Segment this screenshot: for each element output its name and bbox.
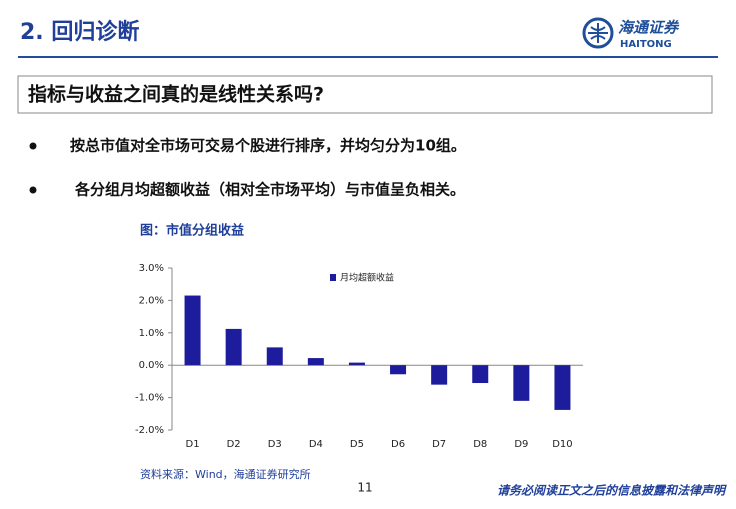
x-tick-label: D4: [309, 439, 323, 450]
legend-label: 月均超额收益: [340, 272, 394, 284]
x-tick-label: D3: [268, 439, 282, 450]
bar: [554, 365, 571, 410]
y-tick-label: -2.0%: [135, 425, 164, 436]
x-tick-label: D5: [350, 439, 364, 450]
slide-title: 2. 回归诊断: [20, 19, 139, 45]
y-tick-label: 2.0%: [139, 295, 164, 306]
question-box: [17, 75, 713, 114]
x-tick-label: D6: [391, 439, 405, 450]
x-tick-label: D10: [552, 439, 572, 450]
bar: [307, 358, 324, 366]
bar: [184, 295, 201, 366]
logo-cn: 海通证券: [618, 19, 680, 37]
bar: [266, 347, 283, 366]
bar: [431, 365, 448, 385]
y-tick-label: 1.0%: [139, 328, 164, 339]
bar: [225, 328, 242, 366]
chart-title: 图：市值分组收益: [140, 223, 244, 239]
x-tick-label: D7: [432, 439, 446, 450]
bullet-dot: [29, 142, 37, 150]
bar: [390, 365, 407, 375]
logo: 海通证券 HAITONG: [582, 17, 680, 50]
y-tick-label: 3.0%: [139, 263, 164, 274]
footer-note: 请务必阅读正文之后的信息披露和法律声明: [497, 484, 727, 498]
x-tick-label: D8: [473, 439, 487, 450]
x-tick-label: D1: [186, 439, 200, 450]
logo-icon-detail: [588, 23, 608, 43]
logo-icon: [582, 17, 614, 49]
y-tick-label: -1.0%: [135, 393, 164, 404]
page-number: 11: [357, 481, 372, 495]
logo-en: HAITONG: [620, 39, 672, 50]
x-tick-label: D2: [227, 439, 241, 450]
bar: [348, 362, 365, 366]
bullet-dot: [29, 186, 37, 194]
legend-swatch: [330, 274, 336, 281]
source-note: 资料来源：Wind，海通证券研究所: [140, 467, 311, 481]
bar: [472, 365, 489, 384]
question-text: 指标与收益之间真的是线性关系吗?: [28, 83, 324, 106]
bar: [513, 365, 530, 401]
bullet-text: 各分组月均超额收益（相对全市场平均）与市值呈负相关。: [74, 181, 465, 199]
x-tick-label: D9: [514, 439, 528, 450]
y-tick-label: 0.0%: [139, 360, 164, 371]
bullet-text: 按总市值对全市场可交易个股进行排序，并均匀分为10组。: [70, 137, 466, 155]
